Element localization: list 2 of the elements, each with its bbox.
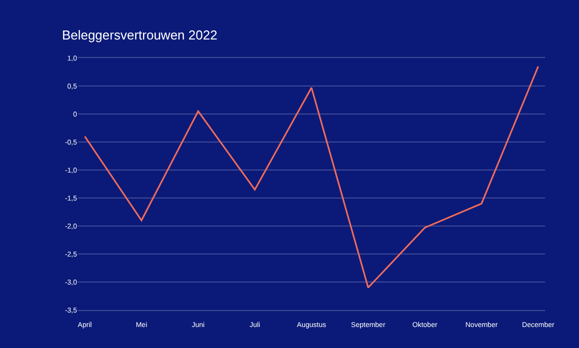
line-series — [84, 66, 539, 288]
chart-title: Beleggersvertrouwen 2022 — [62, 27, 218, 42]
